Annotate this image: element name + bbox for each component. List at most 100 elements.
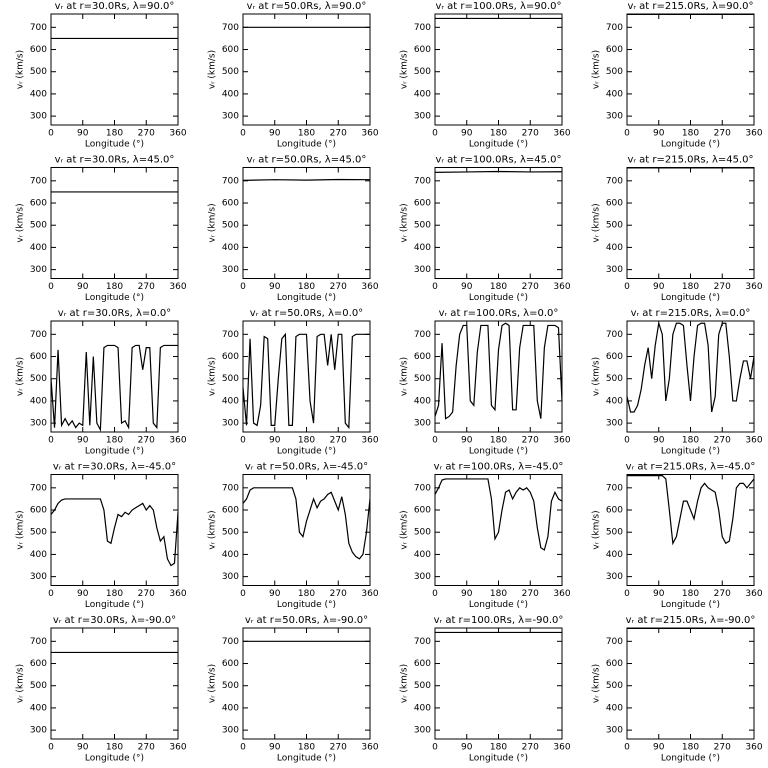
- y-tick-label: 700: [606, 23, 623, 33]
- y-tick-label: 300: [222, 112, 239, 122]
- data-line: [50, 498, 179, 567]
- y-tick-label: 400: [222, 396, 239, 406]
- y-tick-label: 400: [222, 89, 239, 99]
- y-axis-label: vᵣ (km/s): [208, 203, 218, 242]
- y-tick-label: 500: [222, 528, 239, 538]
- x-tick-label: 270: [330, 743, 347, 753]
- y-tick-label: 700: [606, 330, 623, 340]
- x-axis-label: Longitude (°): [661, 600, 720, 610]
- y-tick-label: 700: [606, 637, 623, 647]
- panel-title: vᵣ at r=30.0Rs, λ=0.0°: [58, 308, 171, 319]
- plot-frame: [626, 320, 755, 433]
- x-tick-label: 360: [361, 282, 378, 292]
- y-tick-label: 400: [414, 396, 431, 406]
- y-tick-label: 600: [606, 199, 623, 209]
- x-axis-label: Longitude (°): [469, 447, 528, 457]
- panel-title: vᵣ at r=215.0Rs, λ=-90.0°: [626, 615, 756, 626]
- y-axis-label: vᵣ (km/s): [208, 664, 218, 703]
- y-tick-label: 400: [414, 550, 431, 560]
- x-tick-label: 0: [240, 436, 246, 446]
- panel: vᵣ at r=215.0Rs, λ=0.0° Longitude (°) vᵣ (…: [592, 308, 763, 457]
- x-axis-label: Longitude (°): [469, 293, 528, 303]
- plot-frame: [50, 474, 179, 586]
- panel-title: vᵣ at r=50.0Rs, λ=45.0°: [247, 155, 367, 166]
- y-tick-label: 300: [606, 726, 623, 736]
- plot-frame: [242, 167, 371, 279]
- plot-frame: [50, 167, 179, 279]
- x-axis-label: Longitude (°): [85, 447, 144, 457]
- data-line: [242, 487, 371, 560]
- x-tick-label: 90: [653, 589, 665, 599]
- x-tick-label: 90: [461, 436, 473, 446]
- x-tick-label: 0: [240, 282, 246, 292]
- data-line: [627, 475, 755, 546]
- y-tick-label: 400: [606, 550, 623, 560]
- x-tick-label: 270: [522, 436, 539, 446]
- x-tick-label: 360: [745, 743, 762, 753]
- x-tick-label: 180: [490, 129, 507, 139]
- x-tick-label: 360: [553, 743, 570, 753]
- x-tick-label: 360: [361, 589, 378, 599]
- panel-title: vᵣ at r=100.0Rs, λ=-45.0°: [434, 462, 564, 473]
- y-tick-label: 300: [606, 112, 623, 122]
- y-axis-label: vᵣ (km/s): [592, 510, 602, 549]
- plot-frame: [434, 474, 563, 586]
- x-tick-label: 180: [298, 129, 315, 139]
- y-tick-label: 400: [222, 550, 239, 560]
- panel: vᵣ at r=50.0Rs, λ=90.0° Longitude (°) vᵣ (…: [208, 1, 379, 150]
- panel: vᵣ at r=100.0Rs, λ=-45.0° Longitude (°) vᵣ…: [400, 462, 571, 611]
- x-tick-label: 180: [682, 282, 699, 292]
- x-tick-label: 360: [169, 589, 186, 599]
- x-axis-label: Longitude (°): [469, 754, 528, 764]
- x-tick-label: 270: [522, 743, 539, 753]
- x-tick-label: 270: [714, 436, 731, 446]
- panel: vᵣ at r=30.0Rs, λ=-45.0° Longitude (°) vᵣ …: [16, 462, 187, 611]
- y-tick-label: 400: [222, 703, 239, 713]
- y-tick-label: 700: [30, 637, 47, 647]
- x-tick-label: 270: [138, 282, 155, 292]
- x-axis-label: Longitude (°): [85, 754, 144, 764]
- x-tick-label: 270: [522, 129, 539, 139]
- y-tick-label: 500: [606, 681, 623, 691]
- y-tick-label: 500: [30, 221, 47, 231]
- y-tick-label: 400: [414, 243, 431, 253]
- x-axis-label: Longitude (°): [661, 293, 720, 303]
- y-tick-label: 600: [30, 506, 47, 516]
- y-tick-label: 300: [414, 726, 431, 736]
- y-tick-label: 700: [222, 23, 239, 33]
- y-axis-label: vᵣ (km/s): [400, 664, 410, 703]
- x-tick-label: 360: [745, 282, 762, 292]
- x-axis-label: Longitude (°): [277, 447, 336, 457]
- plot-frame: [434, 320, 563, 433]
- x-axis-label: Longitude (°): [277, 293, 336, 303]
- x-tick-label: 180: [106, 589, 123, 599]
- x-tick-label: 360: [553, 129, 570, 139]
- y-tick-label: 400: [30, 89, 47, 99]
- x-tick-label: 90: [653, 282, 665, 292]
- y-tick-label: 400: [30, 243, 47, 253]
- y-tick-label: 500: [414, 67, 431, 77]
- panel-title: vᵣ at r=215.0Rs, λ=0.0°: [631, 308, 751, 319]
- y-tick-label: 700: [222, 483, 239, 493]
- y-tick-label: 600: [222, 352, 239, 362]
- x-axis-label: Longitude (°): [661, 140, 720, 150]
- x-tick-label: 90: [461, 282, 473, 292]
- y-tick-label: 400: [30, 550, 47, 560]
- x-tick-label: 0: [48, 589, 54, 599]
- y-tick-label: 300: [30, 572, 47, 582]
- y-tick-label: 700: [414, 23, 431, 33]
- x-tick-label: 360: [361, 129, 378, 139]
- x-tick-label: 0: [624, 436, 630, 446]
- y-tick-label: 700: [414, 637, 431, 647]
- x-tick-label: 270: [138, 129, 155, 139]
- x-tick-label: 0: [624, 589, 630, 599]
- y-tick-label: 400: [414, 89, 431, 99]
- x-tick-label: 360: [745, 129, 762, 139]
- y-axis-label: vᵣ (km/s): [400, 510, 410, 549]
- x-tick-label: 360: [169, 282, 186, 292]
- panel-title: vᵣ at r=50.0Rs, λ=-90.0°: [245, 615, 368, 626]
- y-tick-label: 500: [606, 528, 623, 538]
- x-tick-label: 270: [522, 589, 539, 599]
